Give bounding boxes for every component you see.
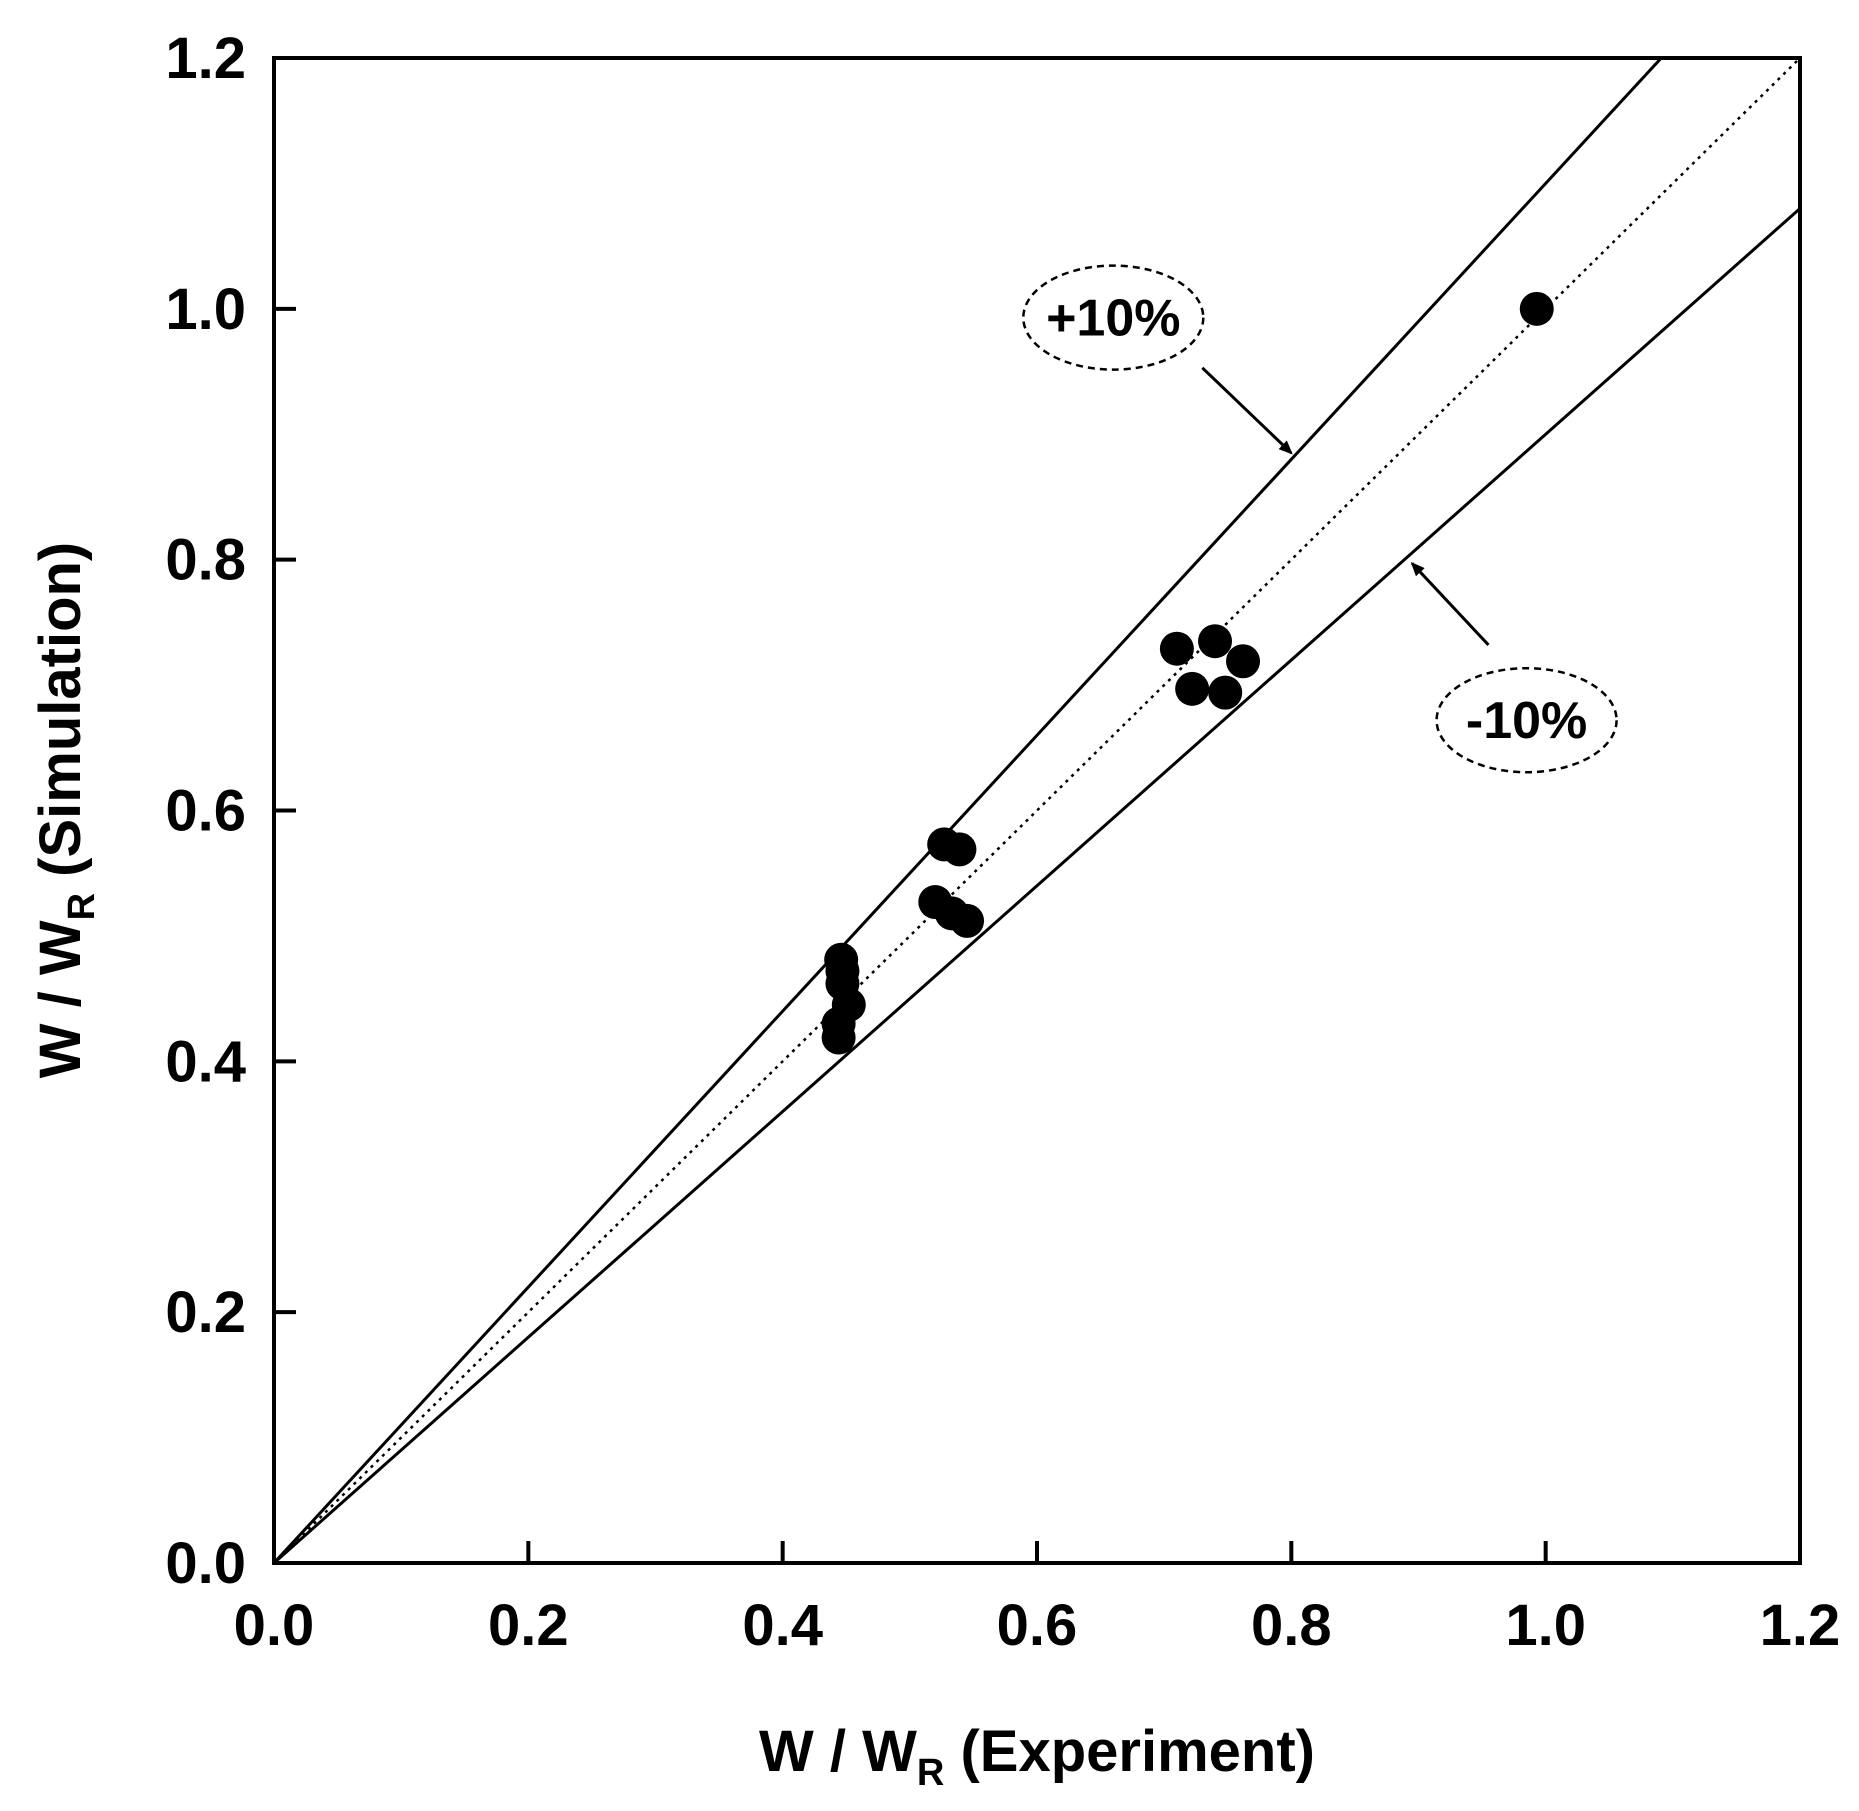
x-tick-label: 0.2 <box>488 1593 569 1658</box>
x-tick-label: 0.4 <box>742 1593 823 1658</box>
annotations: +10% -10% <box>1022 264 1618 774</box>
y-axis-title: W / WR (Simulation) <box>28 542 103 1079</box>
x-axis-ticks: 0.0 0.2 0.4 0.6 0.8 1.0 1.2 <box>234 1541 1841 1658</box>
annotation-minus-10-label: -10% <box>1466 692 1587 750</box>
x-axis-title-suffix: (Experiment) <box>944 1719 1315 1784</box>
x-tick-label: 0.6 <box>997 1593 1078 1658</box>
data-point <box>1519 291 1554 326</box>
y-tick-label: 1.0 <box>165 277 246 342</box>
y-tick-label: 0.6 <box>165 779 246 844</box>
y-tick-label: 0.0 <box>165 1531 246 1596</box>
annotation-plus-10-ellipse <box>1022 264 1205 371</box>
x-tick-label: 1.2 <box>1760 1593 1841 1658</box>
x-axis-title-subscript: R <box>917 1752 944 1794</box>
data-point <box>1175 671 1210 706</box>
data-point <box>1198 624 1233 659</box>
y-axis-ticks: 0.0 0.2 0.4 0.6 0.8 1.0 1.2 <box>165 26 296 1596</box>
reference-line-parity <box>274 58 1800 1563</box>
data-point <box>821 1020 856 1055</box>
y-tick-label: 0.8 <box>165 528 246 593</box>
data-point <box>1226 644 1261 679</box>
data-points <box>821 291 1554 1055</box>
y-axis-title-subscript: R <box>61 893 103 920</box>
reference-line-plus-10-percent <box>274 58 1664 1563</box>
y-tick-label: 1.2 <box>165 26 246 91</box>
x-axis-title: W / WR (Experiment) <box>759 1719 1315 1794</box>
x-tick-label: 1.0 <box>1505 1593 1586 1658</box>
x-axis-title-main: W / W <box>759 1719 917 1784</box>
x-tick-label: 0.8 <box>1251 1593 1332 1658</box>
data-point <box>950 903 985 938</box>
x-tick-label: 0.0 <box>234 1593 315 1658</box>
y-tick-label: 0.2 <box>165 1280 246 1345</box>
annotation-minus-10-ellipse <box>1435 666 1618 774</box>
annotation-plus-10-label: +10% <box>1046 290 1180 348</box>
reference-lines <box>274 58 1800 1563</box>
y-axis-title-suffix: (Simulation) <box>28 542 93 893</box>
data-point <box>1208 675 1243 710</box>
reference-line-minus-10-percent <box>274 207 1800 1563</box>
data-point <box>1159 631 1194 666</box>
annotation-minus-10-arrow <box>1410 561 1490 646</box>
annotation-plus-10-arrow <box>1201 366 1293 455</box>
y-tick-label: 0.4 <box>165 1029 246 1094</box>
y-axis-title-main: W / W <box>28 920 93 1078</box>
data-point <box>942 832 977 867</box>
